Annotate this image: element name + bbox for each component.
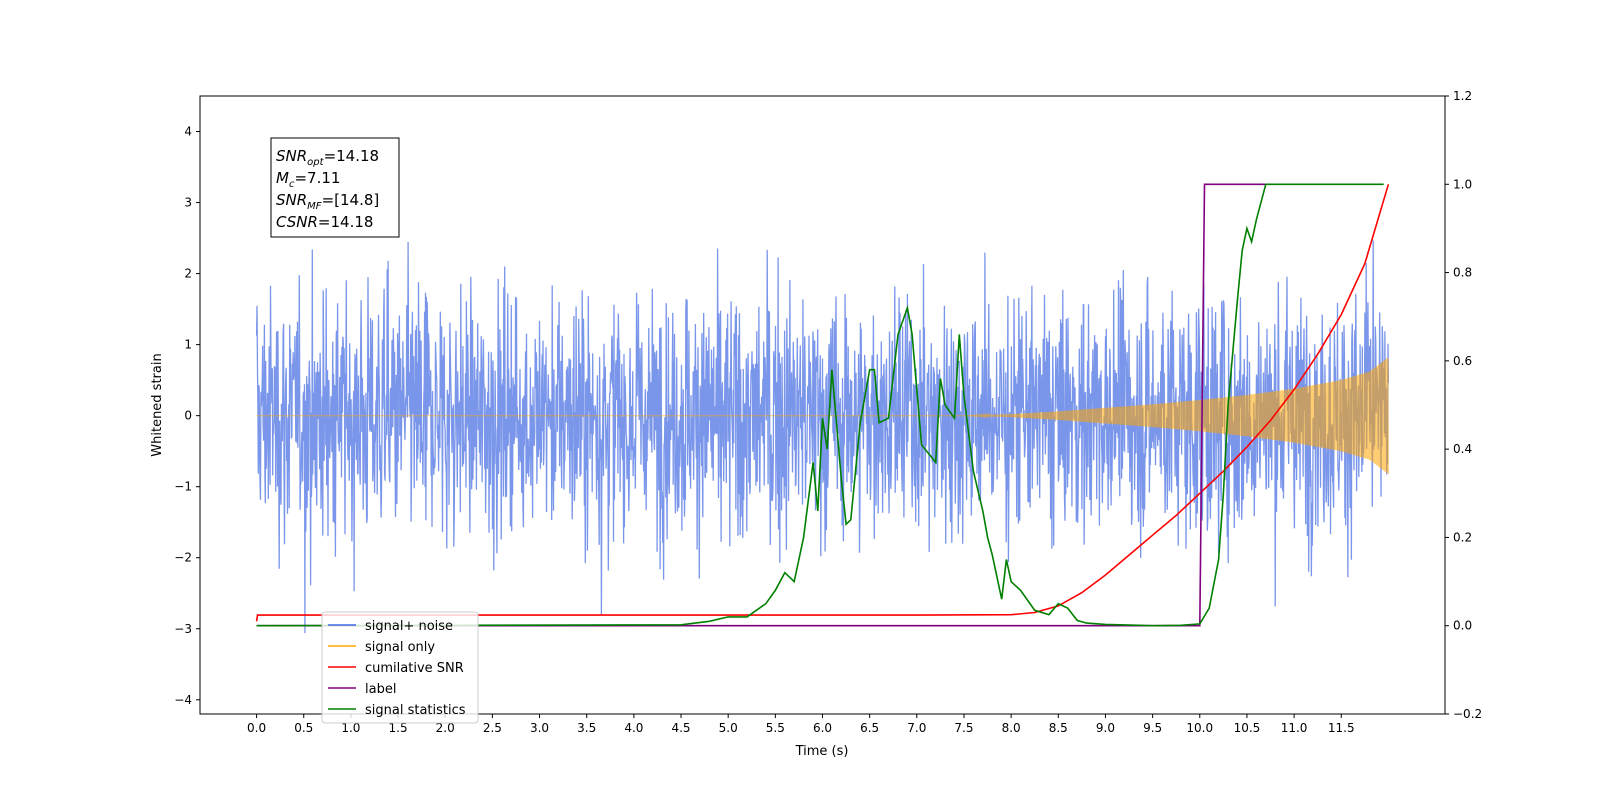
y2-tick-label: 0.6 — [1453, 354, 1472, 368]
x-tick-label: 10.5 — [1234, 721, 1261, 735]
series-signal-statistics-line — [256, 183, 1384, 627]
y-tick-label: −3 — [174, 622, 192, 636]
y2-tick-label: 0.0 — [1453, 619, 1472, 633]
annotation-frame — [270, 137, 400, 238]
legend-label: signal+ noise — [365, 619, 453, 634]
x-tick-label: 5.5 — [766, 721, 785, 735]
y-axis-left: 4 3 2 1 0 −1 −2 −3 −4 — [174, 125, 200, 707]
y-axis-right: 1.2 1.0 0.8 0.6 0.4 0.2 0.0 −0.2 — [1445, 89, 1482, 721]
annotation-line: Mc=7.11 — [276, 169, 340, 190]
x-tick-label: 11.0 — [1281, 721, 1308, 735]
x-tick-label: 7.0 — [907, 721, 926, 735]
y-axis-label: Whitened strain — [150, 353, 165, 456]
x-tick-label: 2.5 — [483, 721, 502, 735]
annotation-line: SNRopt=14.18 — [276, 147, 379, 168]
x-tick-label: 4.0 — [624, 721, 643, 735]
y2-tick-label: 1.0 — [1453, 177, 1472, 191]
legend-entry: signal+ noise — [328, 619, 453, 634]
y-tick-label: 3 — [184, 196, 192, 210]
y-tick-label: −2 — [174, 551, 192, 565]
y2-tick-label: −0.2 — [1453, 707, 1482, 721]
annotation-line: CSNR=14.18 — [276, 213, 373, 231]
x-tick-label: 8.0 — [1002, 721, 1021, 735]
y-tick-label: 1 — [184, 338, 192, 352]
x-tick-label: 9.5 — [1143, 721, 1162, 735]
x-axis: 0.0 0.5 1.0 1.5 2.0 2.5 3.0 3.5 4.0 4.5 5.0 5.5 6.0 6… — [247, 714, 1355, 735]
y-tick-label: −1 — [174, 480, 192, 494]
series-cumulative-snr-line — [255, 184, 1390, 622]
y2-tick-label: 0.2 — [1453, 530, 1472, 544]
x-tick-label: 1.0 — [341, 721, 360, 735]
x-tick-label: 5.0 — [719, 721, 738, 735]
y2-tick-label: 0.8 — [1453, 266, 1472, 280]
legend-entry: label — [328, 682, 396, 697]
legend-label: cumilative SNR — [365, 661, 464, 676]
legend-label: signal statistics — [365, 703, 466, 718]
legend-entry: signal only — [328, 640, 435, 655]
x-axis-label: Time (s) — [795, 744, 849, 759]
x-tick-label: 4.5 — [671, 721, 690, 735]
annotation-line: SNRMF=[14.8] — [276, 191, 379, 212]
y2-tick-label: 1.2 — [1453, 89, 1472, 103]
series-label-line — [256, 183, 1266, 627]
x-tick-label: 11.5 — [1328, 721, 1355, 735]
x-tick-label: 8.5 — [1049, 721, 1068, 735]
x-tick-label: 9.0 — [1096, 721, 1115, 735]
x-tick-label: 3.5 — [577, 721, 596, 735]
x-tick-label: 10.0 — [1186, 721, 1213, 735]
series-signal-noise-line — [255, 240, 1390, 634]
y-tick-label: −4 — [174, 693, 192, 707]
x-tick-label: 3.0 — [530, 721, 549, 735]
y-tick-label: 4 — [184, 125, 192, 139]
x-tick-label: 1.5 — [389, 721, 408, 735]
legend: signal+ noise signal only cumilative SNR la… — [321, 611, 479, 724]
x-tick-label: 0.5 — [294, 721, 313, 735]
legend-frame — [321, 611, 479, 724]
x-tick-label: 0.0 — [247, 721, 266, 735]
y-tick-label: 2 — [184, 267, 192, 281]
x-tick-label: 6.0 — [813, 721, 832, 735]
x-tick-label: 2.0 — [436, 721, 455, 735]
snr-annotation-box: SNRopt=14.18Mc=7.11SNRMF=[14.8]CSNR=14.1… — [270, 137, 400, 238]
legend-label: signal only — [365, 640, 435, 655]
legend-label: label — [365, 682, 396, 697]
legend-entry: signal statistics — [328, 703, 466, 718]
x-tick-label: 6.5 — [860, 721, 879, 735]
legend-entry: cumilative SNR — [328, 661, 464, 676]
y2-tick-label: 0.4 — [1453, 442, 1472, 456]
y-tick-label: 0 — [184, 409, 192, 423]
plot-area — [255, 183, 1390, 634]
series-signal-only-line — [256, 357, 1389, 474]
x-tick-label: 7.5 — [954, 721, 973, 735]
